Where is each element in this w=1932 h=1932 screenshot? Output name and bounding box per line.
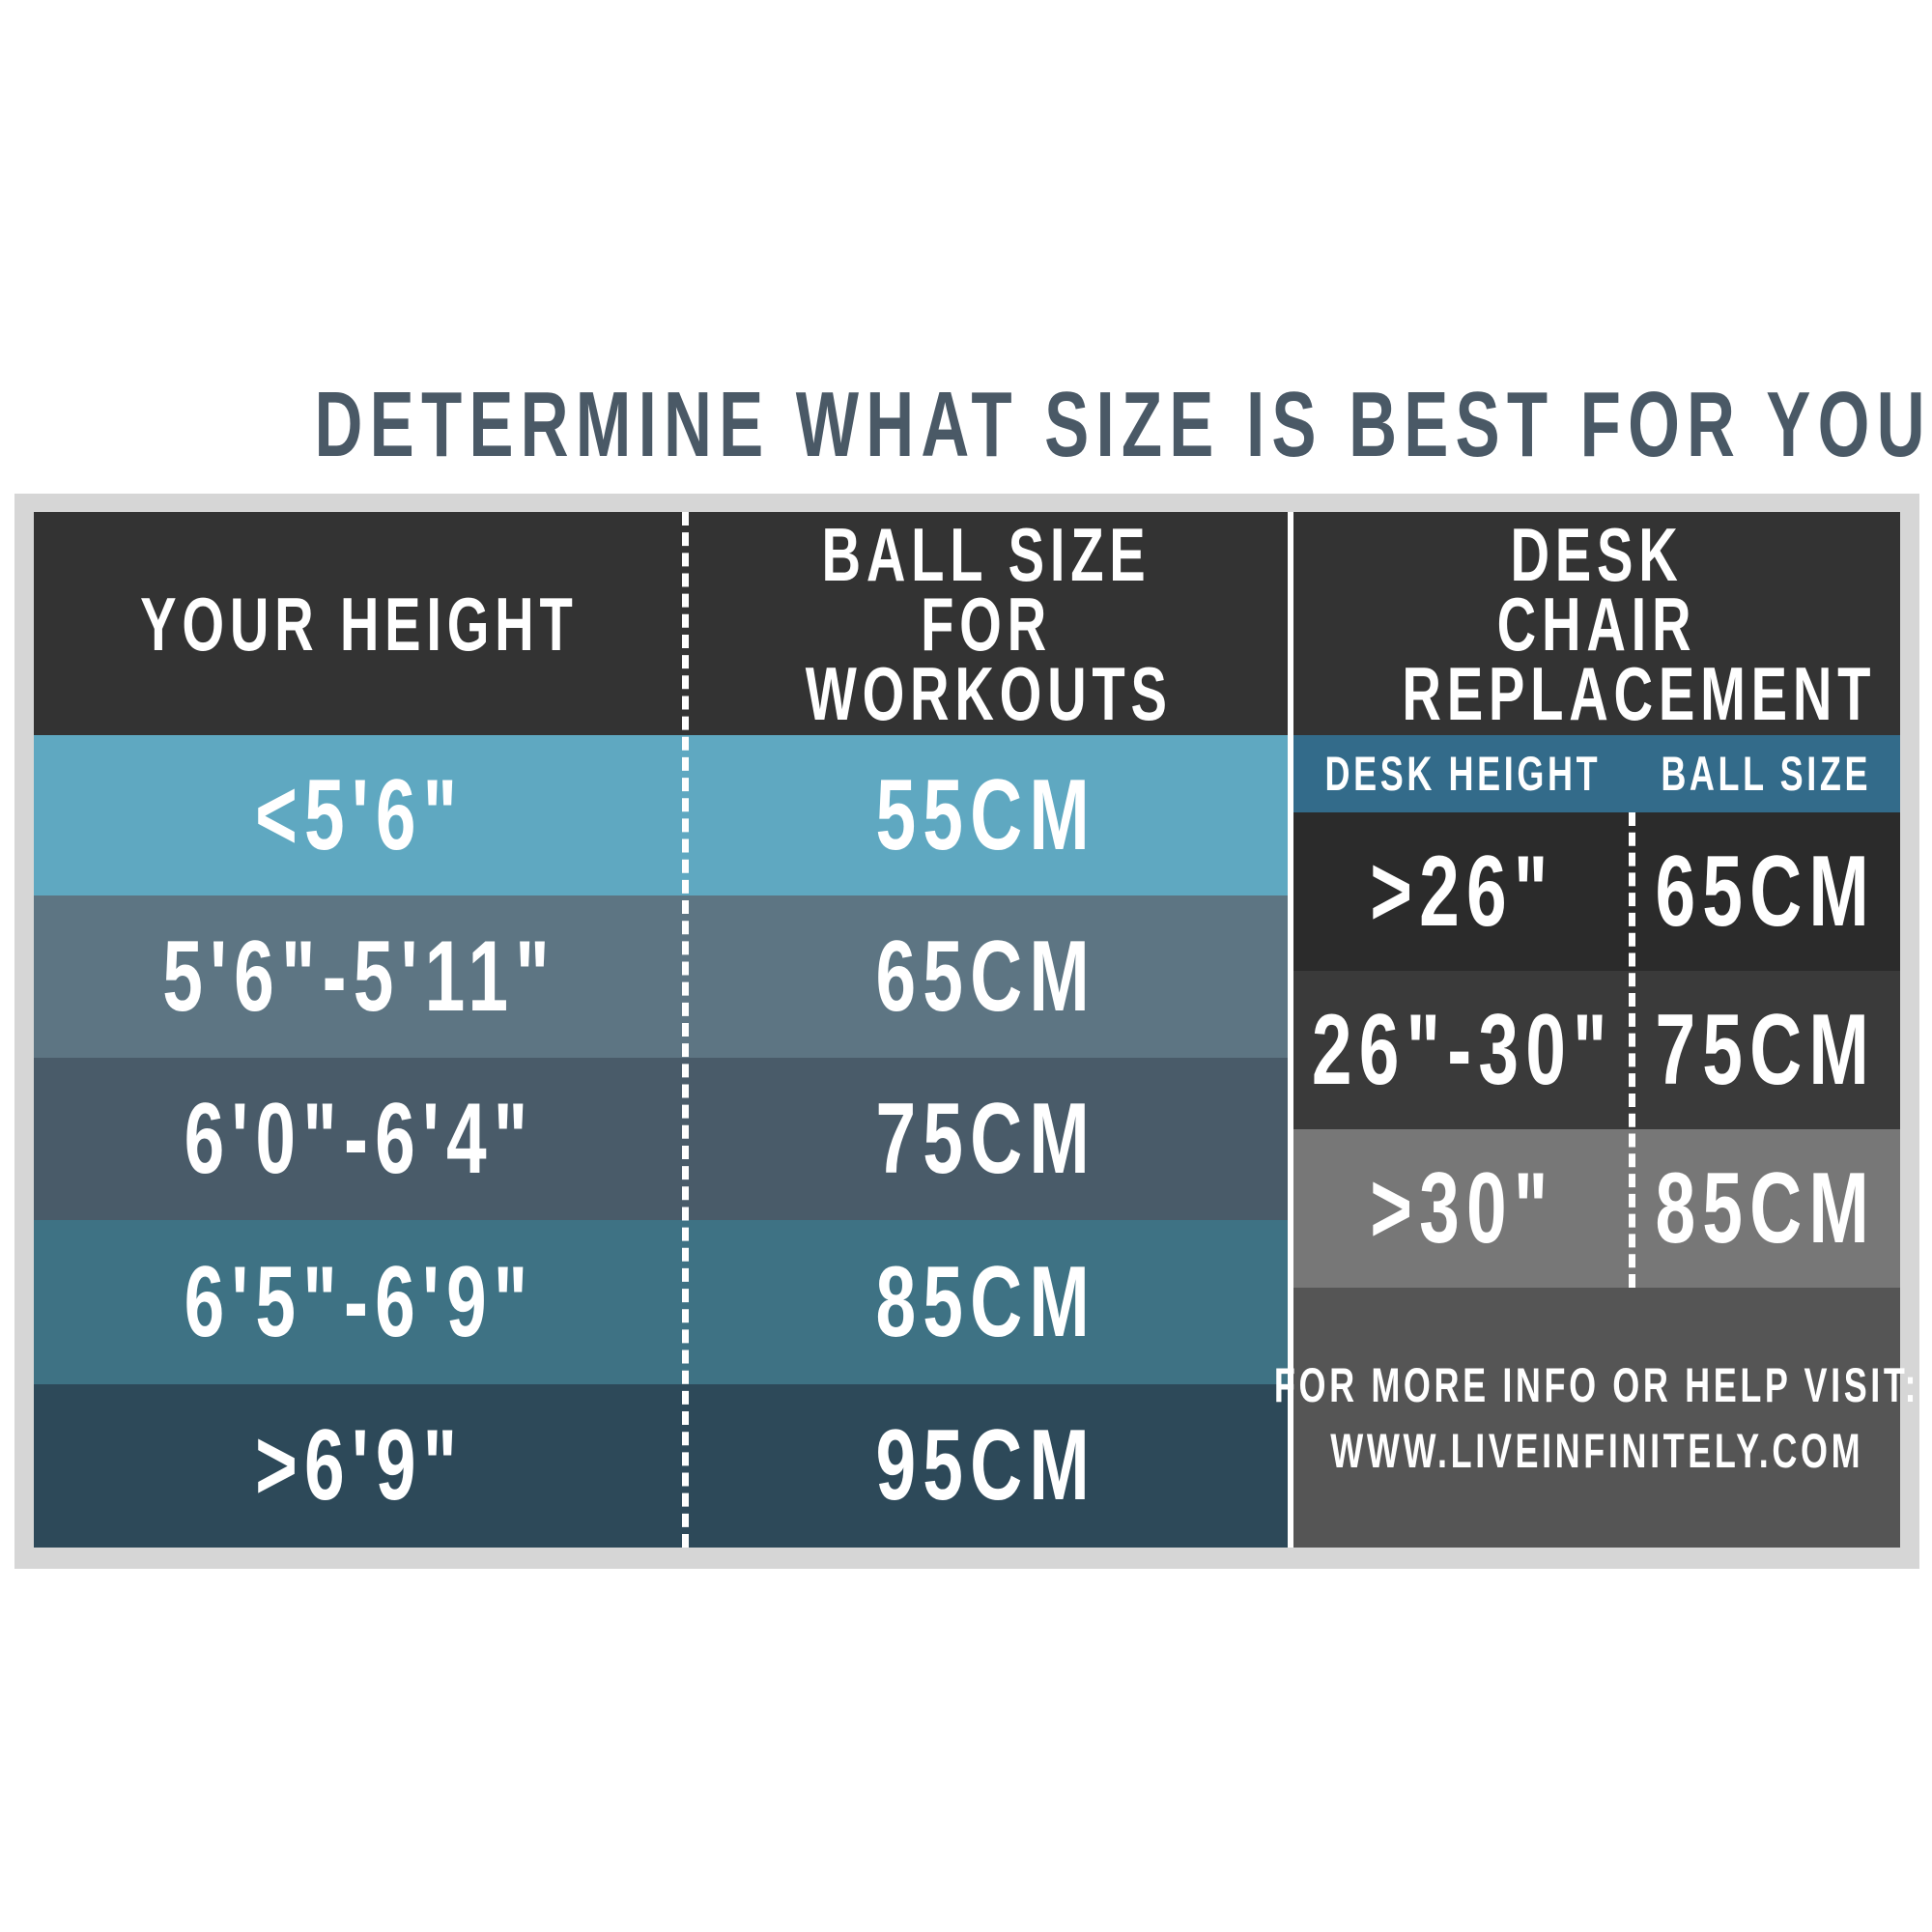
ball-size-cell: 65CM xyxy=(685,895,1288,1058)
header-ball-size-workouts: BALL SIZE FOR WORKOUTS xyxy=(685,512,1288,735)
page-title: DETERMINE WHAT SIZE IS BEST FOR YOU xyxy=(314,373,1932,476)
desk-column-divider xyxy=(1629,812,1635,1288)
desk-ball-size-cell: 75CM xyxy=(1632,971,1900,1129)
height-cell: 6'5"-6'9" xyxy=(34,1220,685,1384)
ball-size-cell: 75CM xyxy=(685,1058,1288,1220)
height-cell: >6'9" xyxy=(34,1384,685,1548)
website-link[interactable]: WWW.LIVEINFINITELY.COM xyxy=(1330,1423,1863,1478)
footer-text: FOR MORE INFO OR HELP VISIT: xyxy=(1273,1357,1920,1412)
ball-size-cell: 55CM xyxy=(685,735,1288,895)
desk-ball-size-cell: 85CM xyxy=(1632,1129,1900,1288)
height-cell: <5'6" xyxy=(34,735,685,895)
subheader-ball-size: BALL SIZE xyxy=(1632,735,1900,812)
header-your-height: YOUR HEIGHT xyxy=(34,512,685,735)
section-divider xyxy=(1288,512,1293,1548)
desk-height-cell: >26" xyxy=(1293,812,1632,971)
column-divider xyxy=(682,512,689,1548)
desk-height-cell: 26"-30" xyxy=(1293,971,1632,1129)
ball-size-cell: 95CM xyxy=(685,1384,1288,1548)
subheader-desk-height: DESK HEIGHT xyxy=(1293,735,1632,812)
header-desk-chair: DESK CHAIR REPLACEMENT xyxy=(1293,512,1900,735)
footer-info: FOR MORE INFO OR HELP VISIT: WWW.LIVEINF… xyxy=(1274,1288,1916,1548)
height-cell: 5'6"-5'11" xyxy=(34,895,685,1058)
ball-size-cell: 85CM xyxy=(685,1220,1288,1384)
desk-ball-size-cell: 65CM xyxy=(1632,812,1900,971)
desk-height-cell: >30" xyxy=(1293,1129,1632,1288)
height-cell: 6'0"-6'4" xyxy=(34,1058,685,1220)
